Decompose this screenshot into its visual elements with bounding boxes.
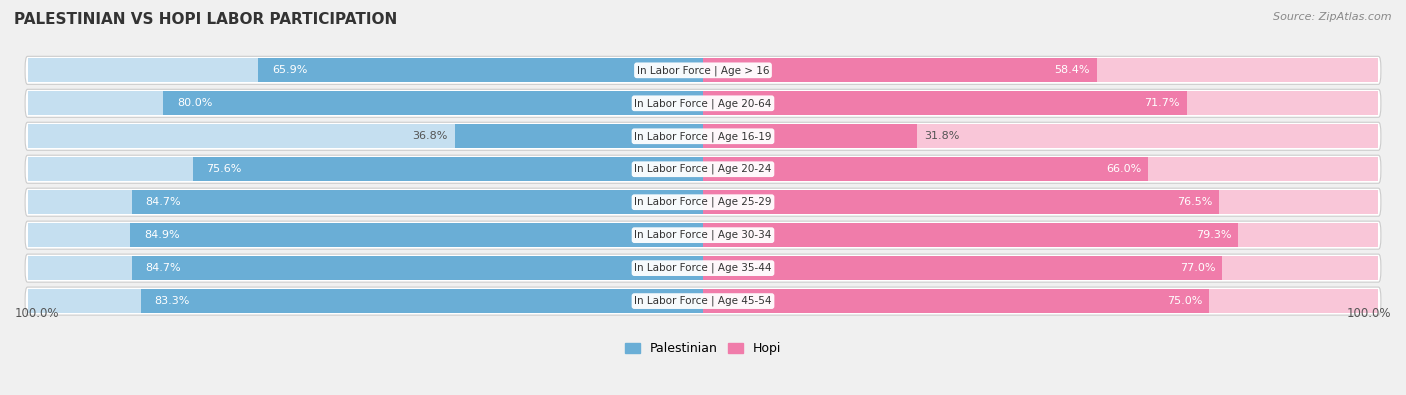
Bar <box>259 58 703 82</box>
Text: 77.0%: 77.0% <box>1180 263 1216 273</box>
Bar <box>703 223 1378 247</box>
FancyBboxPatch shape <box>25 254 1381 282</box>
Text: 100.0%: 100.0% <box>15 307 59 320</box>
Text: PALESTINIAN VS HOPI LABOR PARTICIPATION: PALESTINIAN VS HOPI LABOR PARTICIPATION <box>14 12 398 27</box>
Bar <box>703 289 1209 313</box>
Bar <box>28 124 703 148</box>
FancyBboxPatch shape <box>25 122 1381 150</box>
Text: In Labor Force | Age 35-44: In Labor Force | Age 35-44 <box>634 263 772 273</box>
FancyBboxPatch shape <box>25 155 1381 183</box>
Bar <box>28 190 703 214</box>
Text: In Labor Force | Age 20-64: In Labor Force | Age 20-64 <box>634 98 772 109</box>
Text: In Labor Force | Age 45-54: In Labor Force | Age 45-54 <box>634 296 772 307</box>
Text: In Labor Force | Age > 16: In Labor Force | Age > 16 <box>637 65 769 75</box>
Bar <box>141 289 703 313</box>
Bar <box>703 289 1378 313</box>
Text: Source: ZipAtlas.com: Source: ZipAtlas.com <box>1274 12 1392 22</box>
Text: 36.8%: 36.8% <box>412 131 449 141</box>
Bar <box>703 256 1222 280</box>
Bar <box>163 91 703 115</box>
Bar <box>28 289 703 313</box>
FancyBboxPatch shape <box>25 89 1381 117</box>
Bar <box>132 256 703 280</box>
Text: 31.8%: 31.8% <box>924 131 960 141</box>
Bar <box>703 157 1149 181</box>
Text: 75.0%: 75.0% <box>1167 296 1202 306</box>
Text: 58.4%: 58.4% <box>1054 65 1090 75</box>
Bar <box>28 157 703 181</box>
Text: 76.5%: 76.5% <box>1177 197 1212 207</box>
Bar <box>28 256 703 280</box>
Text: 66.0%: 66.0% <box>1107 164 1142 174</box>
Bar <box>454 124 703 148</box>
Text: 84.7%: 84.7% <box>145 197 181 207</box>
Text: 65.9%: 65.9% <box>271 65 308 75</box>
Bar <box>703 190 1219 214</box>
Bar <box>703 91 1378 115</box>
Text: 71.7%: 71.7% <box>1144 98 1180 108</box>
Bar <box>703 91 1187 115</box>
Bar <box>703 58 1097 82</box>
Bar <box>131 223 703 247</box>
Text: 79.3%: 79.3% <box>1195 230 1232 240</box>
Bar <box>703 157 1378 181</box>
Legend: Palestinian, Hopi: Palestinian, Hopi <box>624 342 782 355</box>
Text: In Labor Force | Age 25-29: In Labor Force | Age 25-29 <box>634 197 772 207</box>
Bar <box>28 223 703 247</box>
Text: 100.0%: 100.0% <box>1347 307 1391 320</box>
Text: 75.6%: 75.6% <box>207 164 242 174</box>
Text: 80.0%: 80.0% <box>177 98 212 108</box>
Bar <box>132 190 703 214</box>
FancyBboxPatch shape <box>25 221 1381 249</box>
Text: In Labor Force | Age 20-24: In Labor Force | Age 20-24 <box>634 164 772 175</box>
Bar <box>703 256 1378 280</box>
Text: 84.9%: 84.9% <box>143 230 180 240</box>
Text: In Labor Force | Age 16-19: In Labor Force | Age 16-19 <box>634 131 772 141</box>
Bar <box>193 157 703 181</box>
FancyBboxPatch shape <box>25 56 1381 85</box>
Bar <box>703 223 1237 247</box>
FancyBboxPatch shape <box>25 188 1381 216</box>
Text: 84.7%: 84.7% <box>145 263 181 273</box>
Bar <box>703 124 918 148</box>
Text: 83.3%: 83.3% <box>155 296 190 306</box>
Bar <box>703 190 1378 214</box>
Bar <box>28 58 703 82</box>
Bar <box>703 124 1378 148</box>
FancyBboxPatch shape <box>25 287 1381 315</box>
Bar <box>703 58 1378 82</box>
Text: In Labor Force | Age 30-34: In Labor Force | Age 30-34 <box>634 230 772 241</box>
Bar <box>28 91 703 115</box>
